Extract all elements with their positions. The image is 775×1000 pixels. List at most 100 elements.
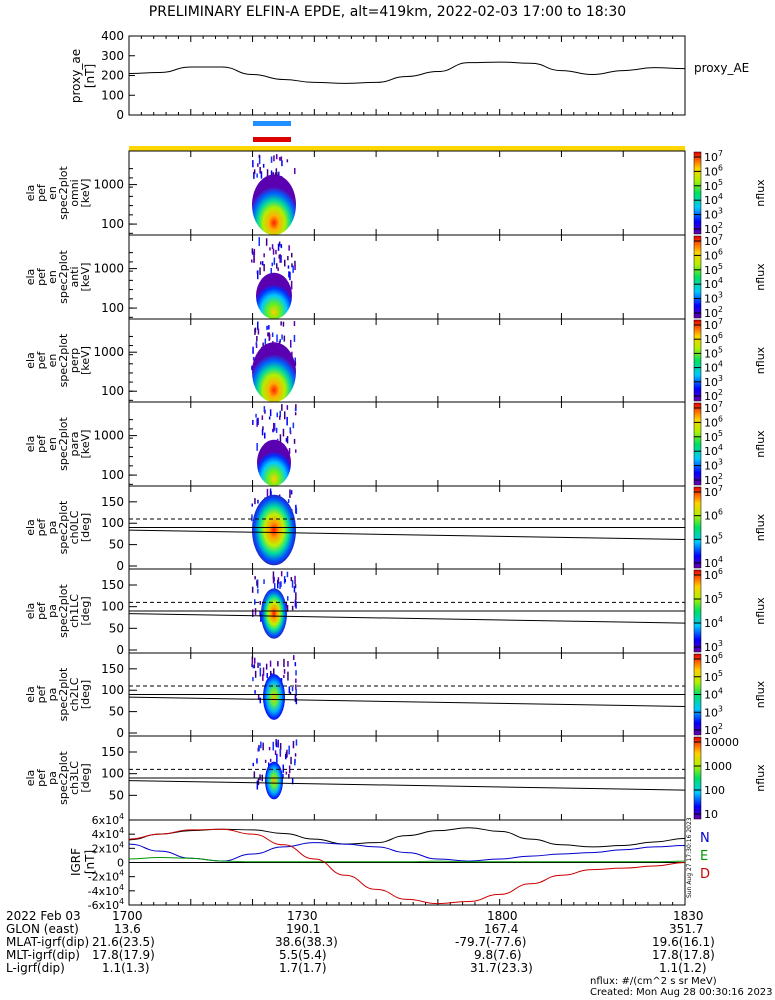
panel-para-speckle — [294, 412, 297, 416]
panel-anti-speckle — [259, 267, 261, 275]
igrf-series-line — [128, 828, 686, 905]
panel-ch1LC-speckle — [280, 571, 283, 577]
panel-ch3LC-ylabel-line: [deg] — [79, 763, 92, 792]
panel-ch1LC-speckle — [285, 601, 288, 608]
igrf-ylabel-unit: [nT] — [83, 850, 97, 874]
panel-para-speckle — [279, 415, 281, 420]
panel-para-ytick-label: 1000 — [93, 429, 124, 443]
panel-anti-speckle — [251, 259, 253, 263]
panel-anti-speckle — [290, 280, 293, 290]
panel-ch3LC-speckle — [295, 739, 298, 746]
panel-omni-speckle — [256, 173, 258, 178]
panel-perp-speckle — [280, 321, 282, 326]
panel-ch1LC-speckle — [294, 575, 296, 585]
created-note: Created: Mon Aug 28 00:30:16 2023 — [590, 987, 773, 998]
panel-ch3LC-ylabel-line: ch3LC — [68, 761, 81, 795]
panel-ch0LC-ytick-label: 150 — [101, 495, 124, 509]
panel-para-speckle — [289, 427, 291, 433]
panel-perp-speckle — [283, 335, 286, 342]
panel-ch2LC-speckle — [270, 670, 272, 677]
panel-anti-ylabel-line: en — [46, 270, 59, 284]
panel-ch1LC-lc-line — [128, 613, 686, 624]
panel-anti-speckle — [287, 256, 289, 261]
panel-ch3LC-speckle — [288, 745, 290, 755]
panel-omni-ytick-label: 1000 — [93, 178, 124, 192]
panel-omni-colorbar-tick: 106 — [704, 163, 723, 178]
panel-para-speckle — [286, 416, 288, 426]
panel-anti-speckle — [291, 263, 293, 268]
panel-ch3LC-speckle — [264, 759, 267, 763]
panel-omni-ylabel-line: en — [46, 186, 59, 200]
panel-ch3LC-flux-blob — [265, 761, 283, 800]
panel-para-colorbar-tick: 106 — [704, 414, 723, 429]
panel-ch1LC-speckle — [277, 577, 280, 584]
panel-ch0LC-speckle — [295, 507, 298, 514]
panel-para-ylabel-line: pef — [35, 434, 48, 453]
panel-para-colorbar-tick: 102 — [704, 472, 723, 487]
panel-ch2LC-speckle — [259, 697, 261, 704]
panel-anti-speckle — [258, 237, 260, 247]
panel-perp-speckle — [294, 361, 297, 366]
panel-omni-colorbar-label: nflux — [754, 179, 767, 207]
panel-ch2LC-lc-line — [128, 696, 686, 707]
igrf-ytick-label: -2x104 — [88, 869, 124, 884]
igrf-series-line — [128, 827, 686, 848]
lshell-value-0: 1.1(1.3) — [102, 961, 150, 975]
panel-para-speckle — [272, 428, 274, 433]
panel-anti-colorbar-tick: 106 — [704, 247, 723, 262]
panel-ch0LC-ylabel-line: ela — [24, 519, 37, 536]
igrf-ytick-label: 4x104 — [92, 826, 125, 841]
date-label: 2022 Feb 03 — [6, 909, 81, 923]
panel-para-speckle — [257, 417, 259, 425]
time-tick-3: 1830 — [673, 909, 704, 923]
panel-anti-speckle — [284, 259, 286, 267]
panel-omni-speckle — [276, 154, 278, 160]
panel-ch1LC-speckle — [295, 601, 297, 609]
glon-value-1: 190.1 — [286, 922, 321, 936]
panel-ch2LC-ylabel-line: ela — [24, 686, 37, 703]
panel-ch1LC-speckle — [274, 583, 276, 591]
panel-perp-speckle — [254, 328, 256, 335]
panel-ch0LC-ylabel-line: pa — [46, 521, 59, 535]
panel-ch2LC-speckle — [259, 662, 261, 667]
panel-perp-colorbar-tick: 107 — [704, 317, 723, 332]
panel-para-speckle — [284, 411, 286, 420]
panel-ch3LC-speckle — [285, 753, 287, 760]
panel-anti-speckle — [251, 248, 254, 254]
panel-para-speckle — [256, 418, 258, 427]
panel-ch0LC-speckle — [287, 499, 290, 504]
panel-perp-speckle — [264, 338, 267, 346]
panel-anti-colorbar-tick: 104 — [704, 276, 723, 291]
panel-ch0LC-ytick-label: 50 — [109, 538, 124, 552]
ae-ytick-label: 0 — [116, 108, 124, 122]
panel-perp-speckle — [290, 339, 292, 348]
panel-para-speckle — [281, 404, 283, 411]
panel-para-speckle — [279, 410, 281, 417]
panel-ch2LC-speckle — [295, 684, 297, 690]
panel-perp-speckle — [256, 336, 258, 342]
panel-ch3LC-speckle — [294, 760, 296, 766]
ae-ytick-label: 300 — [101, 49, 124, 63]
panel-anti-speckle — [294, 265, 296, 271]
panel-ch2LC-speckle — [283, 674, 285, 679]
panel-ch1LC-flux-blob — [261, 588, 287, 639]
plot-title: PRELIMINARY ELFIN-A EPDE, alt=419km, 202… — [148, 4, 627, 20]
panel-anti-speckle — [291, 252, 293, 258]
panel-perp-ylabel-line: perp — [68, 348, 81, 373]
panel-perp-speckle — [276, 334, 278, 343]
panel-ch2LC-speckle — [262, 674, 264, 681]
panel-ch0LC-ytick-label: 0 — [116, 559, 124, 573]
panel-ch2LC-speckle — [269, 660, 272, 667]
panel-ch3LC-ytick-label: 100 — [101, 767, 124, 781]
panel-ch1LC-speckle — [286, 571, 289, 578]
panel-omni-ylabel-line: pef — [35, 183, 48, 202]
panel-perp-colorbar-label: nflux — [754, 346, 767, 374]
panel-ch1LC-ylabel-line: ch1LC — [68, 594, 81, 628]
panel-ch2LC-ylabel-line: ch2LC — [68, 677, 81, 711]
panel-ch1LC-ylabel-line: pef — [35, 601, 48, 620]
panel-ch2LC-speckle — [295, 689, 297, 697]
mlt-value-2: 9.8(7.6) — [474, 948, 522, 962]
panel-ch0LC-speckle — [269, 488, 272, 497]
panel-ch2LC-ylabel-line: spec2plot — [57, 667, 70, 721]
